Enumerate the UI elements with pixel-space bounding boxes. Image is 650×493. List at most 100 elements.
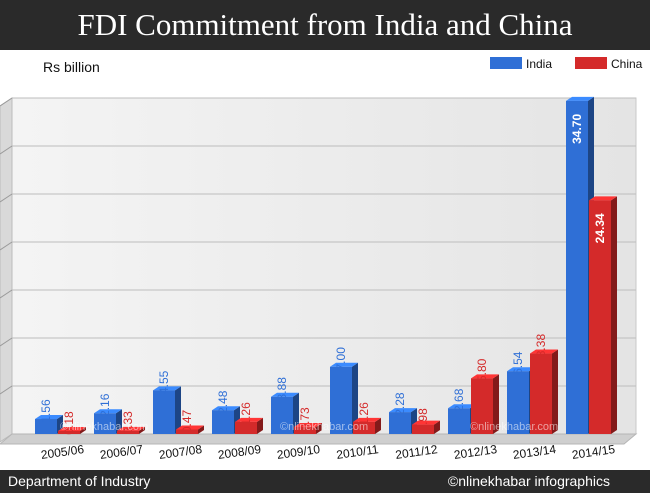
watermark: ©nlinekhabar.com: [60, 421, 148, 433]
data-label: 2.16: [98, 393, 112, 417]
bar-face: [235, 421, 257, 434]
data-label: 2.48: [216, 390, 230, 414]
data-label: 2.68: [452, 388, 466, 412]
bar-side: [80, 427, 86, 434]
bar-top: [153, 386, 181, 391]
bar-side: [257, 417, 263, 434]
bar-face: [58, 431, 80, 434]
data-label: 5.80: [475, 358, 489, 382]
gridline-side: [0, 145, 13, 155]
title-bar: FDI Commitment from India and China: [0, 0, 650, 50]
legend-swatch-india: [490, 57, 522, 69]
bar-face: [389, 412, 411, 434]
bar-side: [552, 349, 558, 434]
data-label: 0.73: [298, 407, 312, 431]
bar-face: [271, 396, 293, 434]
y-axis-label: Rs billion: [43, 59, 100, 75]
bar-side: [493, 374, 499, 434]
gridline-side: [0, 337, 13, 347]
bar-top: [212, 406, 240, 411]
bar-face: [294, 426, 316, 434]
bar-top: [389, 408, 417, 413]
bar-face: [212, 410, 234, 434]
bar-face: [589, 200, 611, 434]
data-label: 1.26: [357, 402, 371, 426]
watermark: ©nlinekhabar.com: [470, 421, 558, 433]
bar-side: [175, 386, 181, 434]
data-label: 7.00: [334, 347, 348, 371]
bar-top: [448, 404, 476, 409]
bar-face: [530, 353, 552, 434]
data-label: 0.47: [180, 409, 194, 433]
bar-top: [58, 427, 86, 431]
bar-top: [530, 349, 558, 354]
bar-face: [153, 390, 175, 434]
bar-face: [448, 408, 470, 434]
bar-top: [235, 417, 263, 422]
gridline-side: [0, 97, 13, 107]
bar-china-2014-15: [589, 196, 617, 434]
bar-side: [198, 425, 204, 434]
category-label: 2012/13: [453, 442, 498, 462]
bar-face: [330, 366, 352, 434]
bar-india-2007-08: [153, 386, 181, 434]
category-label: 2011/12: [394, 442, 438, 462]
bar-top: [330, 362, 358, 367]
data-label: 34.70: [570, 114, 584, 144]
bar-face: [117, 430, 139, 434]
chart-panel: Rs billion India China 1.56 0.18 2005/06 2.16 0…: [0, 50, 650, 470]
gridline-side: [0, 241, 13, 251]
bar-face: [94, 413, 116, 434]
bar-top: [589, 196, 617, 201]
bar-india-2006-07: [94, 409, 122, 434]
bar-face: [176, 429, 198, 434]
bar-chart: Rs billion India China 1.56 0.18 2005/06 2.16 0…: [0, 57, 643, 462]
footer-bar: Department of Industry ©nlinekhabar info…: [0, 470, 650, 493]
bar-side: [375, 417, 381, 434]
data-label: 1.56: [39, 399, 53, 423]
bar-side: [116, 409, 122, 434]
gridline-side: [0, 193, 13, 203]
bar-side: [139, 426, 145, 434]
bar-side: [611, 196, 617, 434]
chart-title: FDI Commitment from India and China: [77, 7, 573, 42]
bar-china-2013-14: [530, 349, 558, 434]
category-label: 2005/06: [40, 442, 85, 462]
bar-top: [566, 96, 594, 101]
bar-india-2010-11: [330, 362, 358, 434]
bar-face: [35, 419, 57, 434]
category-label: 2009/10: [276, 442, 321, 462]
category-label: 2008/09: [217, 442, 262, 462]
legend-label-china: China: [611, 57, 643, 71]
bar-china-2006-07: [117, 426, 145, 434]
legend-swatch-china: [575, 57, 607, 69]
data-label: 0.33: [121, 411, 135, 435]
bar-side: [434, 420, 440, 434]
data-label: 4.55: [157, 370, 171, 394]
data-label: 1.26: [239, 402, 253, 426]
bar-top: [94, 409, 122, 414]
gridline-side: [0, 289, 13, 299]
bar-side: [293, 392, 299, 434]
bar-china-2009-10: [294, 422, 322, 434]
bar-top: [271, 392, 299, 397]
bar-top: [117, 426, 145, 431]
data-label: .98: [416, 408, 430, 425]
data-label: 0.18: [62, 411, 76, 435]
bar-china-2012-13: [471, 374, 499, 434]
data-label: 3.88: [275, 377, 289, 401]
legend-label-india: India: [526, 57, 552, 71]
data-label: 6.54: [511, 351, 525, 375]
bar-china-2011-12: [412, 420, 440, 434]
data-label: 24.34: [593, 213, 607, 243]
bar-top: [294, 422, 322, 427]
bar-side: [316, 422, 322, 434]
source-note: Department of Industry: [8, 473, 151, 489]
bar-face: [412, 424, 434, 434]
data-label: 2.28: [393, 392, 407, 416]
bar-china-2007-08: [176, 425, 204, 434]
category-label: 2014/15: [571, 442, 616, 462]
credit-note: ©nlinekhabar infographics: [447, 473, 610, 489]
bar-top: [471, 374, 499, 379]
